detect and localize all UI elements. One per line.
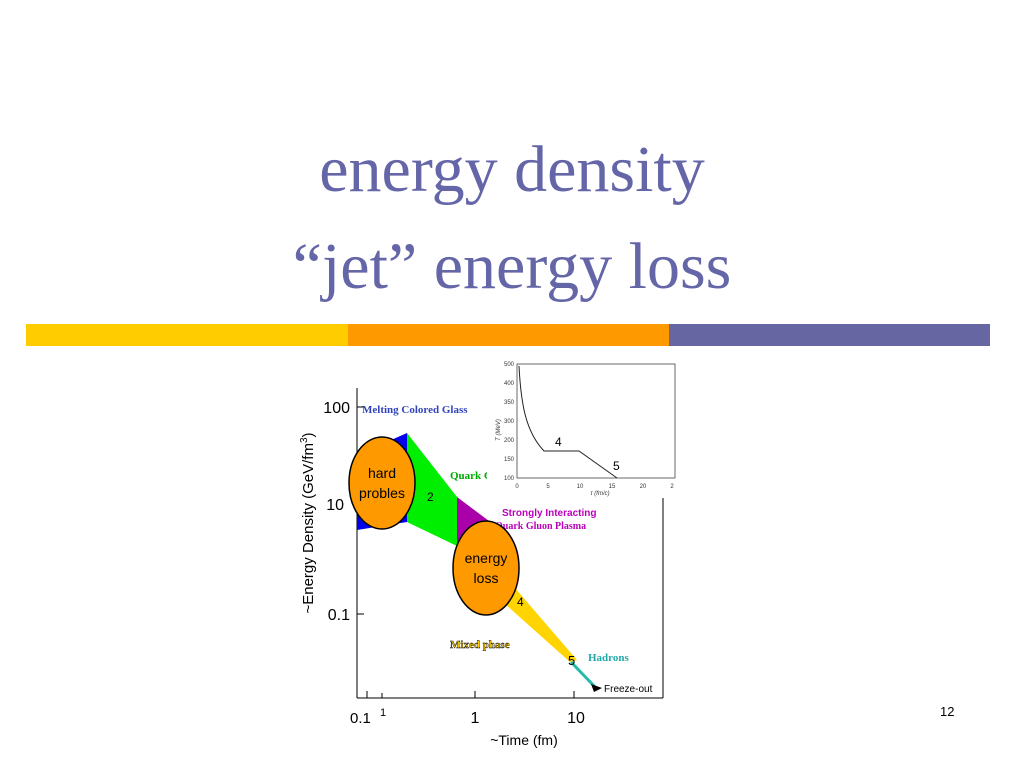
temperature-inset: 500 400 350 300 200 150 100 0 5 10 15 20… [487,358,685,498]
inset-frame [516,363,676,479]
strongly-interacting-label: Strongly Interacting [502,508,596,519]
inset-x-tick: 20 [640,484,647,490]
y-tick-label: 100 [323,400,350,417]
accent-bar-orange [348,324,669,346]
accent-bar-purple [669,324,990,346]
inset-y-tick: 200 [504,438,515,444]
temperature-curve [518,365,618,479]
page-number: 12 [940,704,955,719]
inset-x-tick: 2 [670,484,674,490]
inset-x-label: τ (fm/c) [590,491,609,497]
stage-number: 2 [427,490,434,504]
stage-number: 4 [517,595,524,609]
energy-loss-ellipse [452,520,520,616]
inset-label: 5 [613,459,620,473]
inset-x-tick: 10 [577,484,584,490]
mixed-phase-region [505,588,577,662]
inset-y-tick: 500 [504,362,515,368]
hadrons-label: Hadrons [588,652,629,664]
inset-y-tick: 350 [504,400,515,406]
inset-label: 4 [555,435,562,449]
slide-title-line1: energy density [319,133,705,206]
y-tick-label: 10 [326,497,344,514]
hard-probes-ellipse [348,436,416,530]
quark-gluon-region [407,433,457,546]
inset-y-label: T (MeV) [496,419,502,441]
accent-bar-yellow [26,324,348,346]
freeze-out-arrow [591,684,602,692]
inset-y-tick: 300 [504,419,515,425]
x-tick-label: 10 [567,710,585,727]
stage-number: 5 [568,653,575,668]
quark-label: Quark G [450,470,493,482]
x-axis-label: ~Time (fm) [490,732,558,748]
inset-y-tick: 150 [504,457,515,463]
y-tick-label: 0.1 [328,607,350,624]
hard-probes-label: probles [359,485,405,501]
qgp-label: Quark Gluon Plasma [495,521,586,532]
melting-glass-label: Melting Colored Glass [362,404,468,416]
inset-y-tick: 100 [504,476,515,482]
inset-x-tick: 5 [546,484,550,490]
hard-probes-label: hard [368,465,396,481]
hadron-segment [569,660,598,690]
freeze-out-label: Freeze-out [604,684,653,695]
inset-y-tick: 400 [504,381,515,387]
x-minor-tick-label: 1 [380,707,386,719]
inset-x-tick: 15 [609,484,616,490]
slide-title-line2: “jet” energy loss [292,230,732,303]
energy-loss-label: loss [474,570,499,586]
inset-x-tick: 0 [515,484,519,490]
x-tick-label: 0.1 [350,710,371,727]
y-axis-label: ~Energy Density (GeV/fm3) [299,432,317,613]
energy-loss-label: energy [465,550,508,566]
x-tick-label: 1 [471,710,480,727]
mixed-phase-label: Mixed phase [450,639,510,651]
